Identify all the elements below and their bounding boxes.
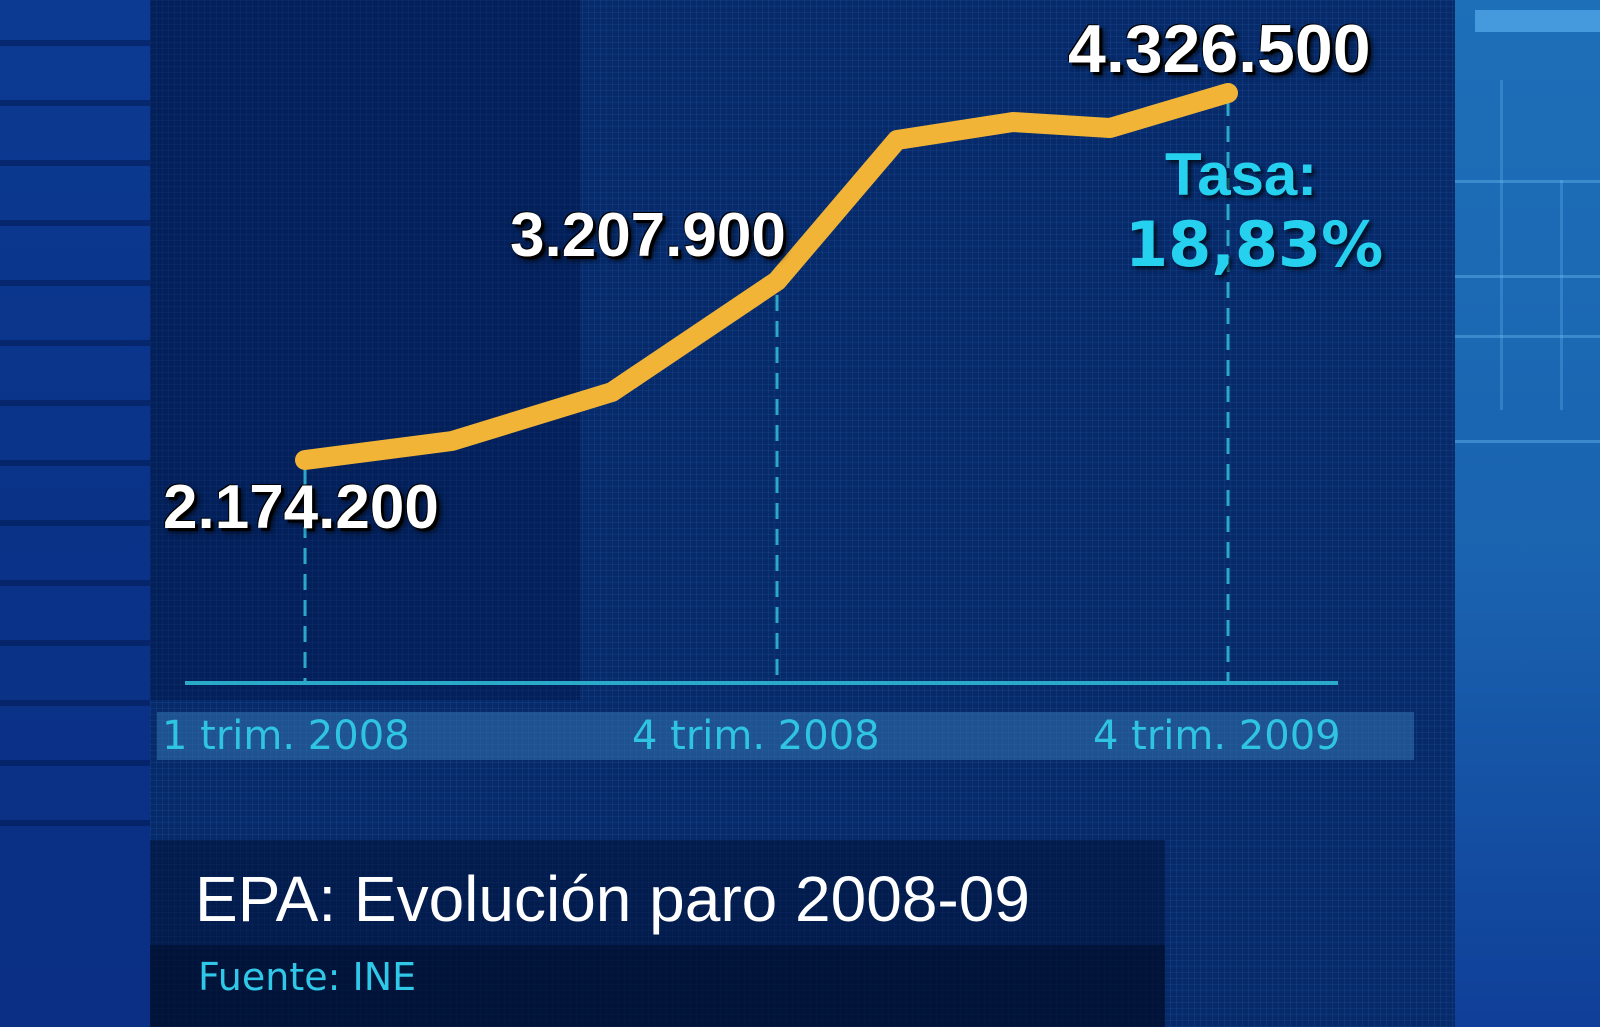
chart-source: Fuente: INE (198, 955, 417, 999)
value-label-q4-2009: 4.326.500 (1068, 11, 1371, 87)
x-axis-label-band (157, 712, 1414, 760)
panel-shade (150, 0, 580, 700)
value-label-q4-2008: 3.207.900 (510, 201, 786, 270)
background-left (0, 0, 150, 1027)
data-line (295, 83, 1238, 470)
title-shade (150, 840, 1165, 1027)
chart-panel (150, 0, 1455, 1027)
background-right (1455, 0, 1600, 1027)
rate-value: 18,83% (1125, 208, 1384, 281)
rate-label: Tasa: (1165, 141, 1318, 208)
chart-title: EPA: Evolución paro 2008-09 (195, 863, 1030, 935)
value-label-q1-2008: 2.174.200 (163, 473, 439, 542)
x-label-q4-2008: 4 trim. 2008 (632, 713, 880, 759)
x-label-q4-2009: 4 trim. 2009 (1093, 713, 1341, 759)
x-label-q1-2008: 1 trim. 2008 (162, 713, 410, 759)
source-shade (150, 945, 1165, 1027)
decorative-bar (1475, 10, 1600, 32)
